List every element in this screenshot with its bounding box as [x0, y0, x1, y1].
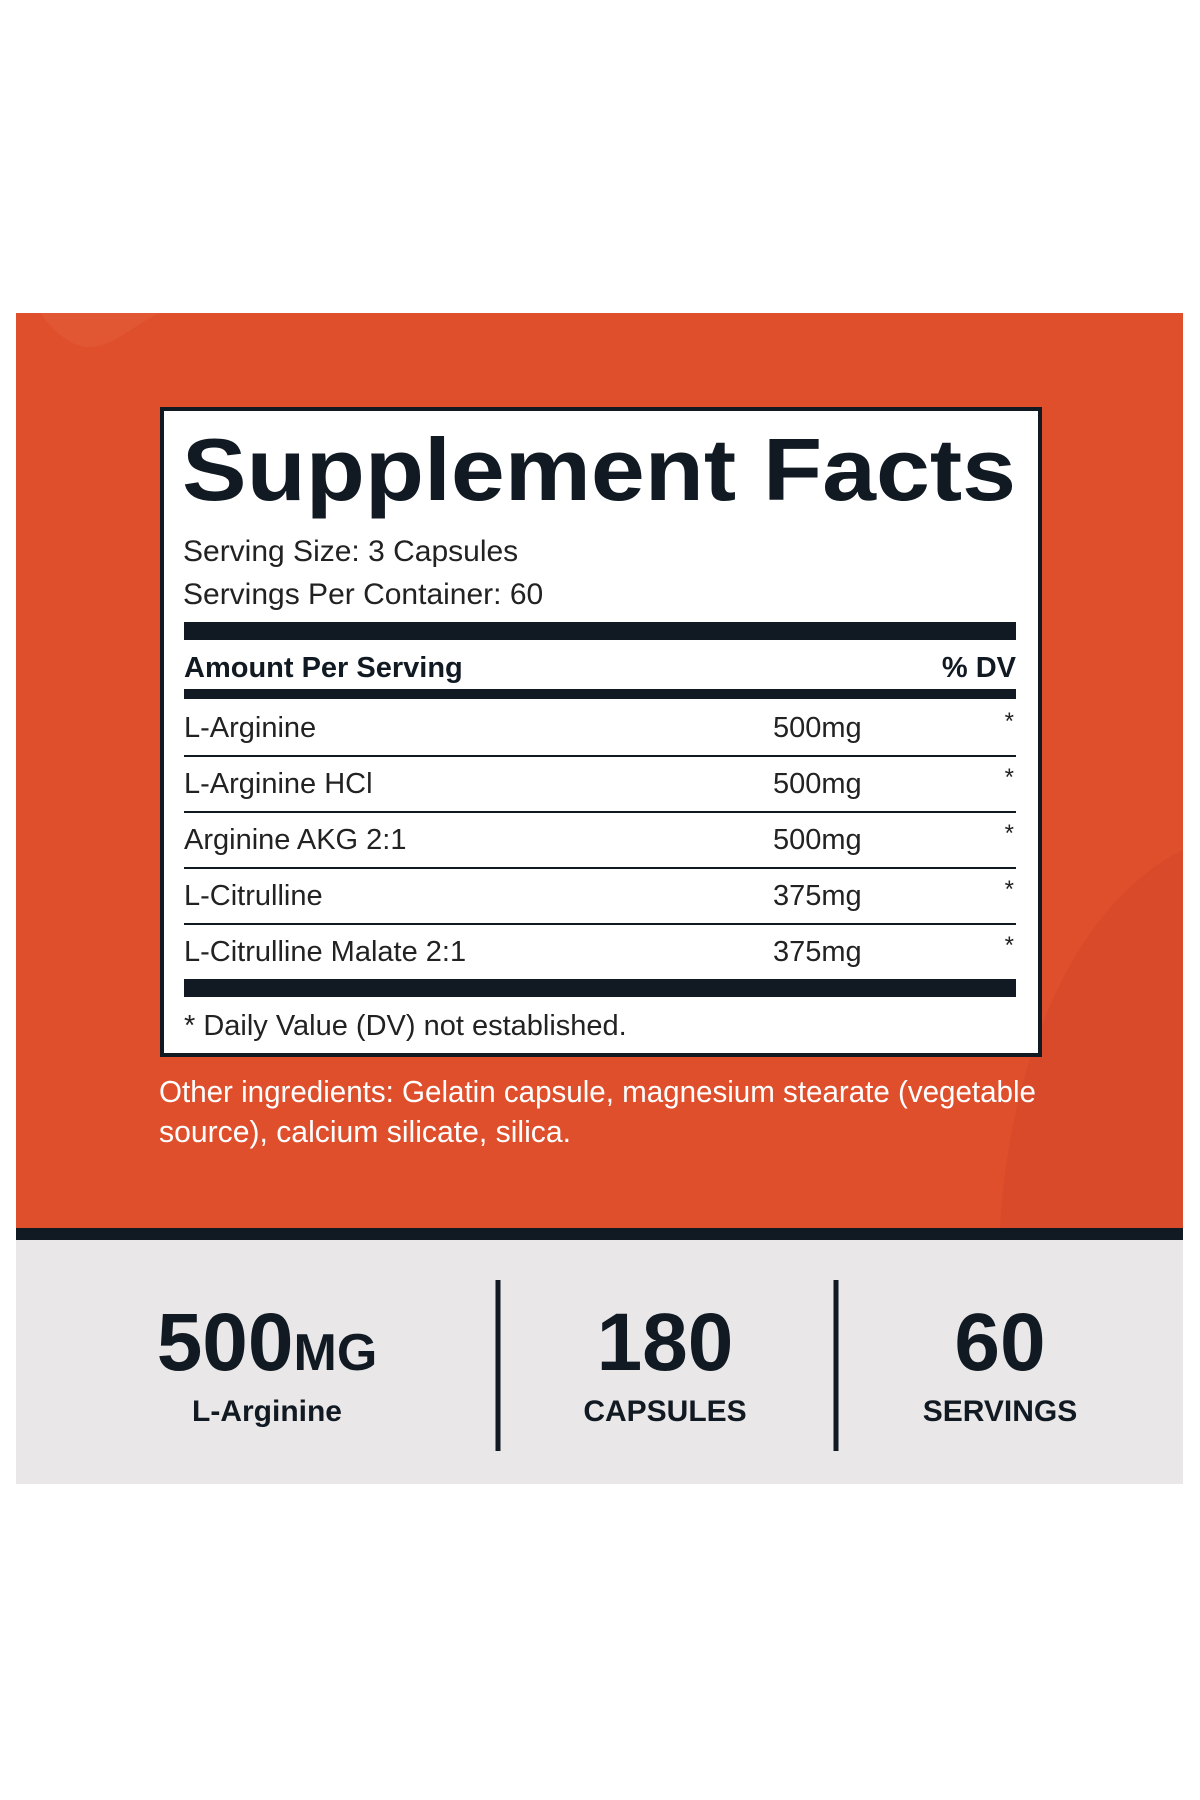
ingredient-dv: *	[1005, 932, 1014, 959]
facts-title: Supplement Facts	[182, 420, 1016, 519]
stat-label: L-Arginine	[192, 1395, 342, 1428]
thick-rule	[184, 622, 1016, 640]
stats-panel	[16, 1240, 1183, 1484]
ingredient-dv: *	[1005, 876, 1014, 903]
stat-value: 500MG	[157, 1297, 378, 1388]
servings-per-container: Servings Per Container: 60	[183, 578, 543, 611]
stat-value: 180	[597, 1297, 734, 1388]
ingredient-amount: 500mg	[773, 712, 862, 744]
ingredient-amount: 375mg	[773, 936, 862, 968]
ingredient-name: L-Citrulline Malate 2:1	[184, 936, 466, 968]
stat-unit: MG	[294, 1324, 378, 1382]
other-ingredients: source), calcium silicate, silica.	[159, 1114, 571, 1149]
ingredient-dv: *	[1005, 764, 1014, 791]
bg-shape	[1000, 850, 1183, 1228]
stat-number: 500	[157, 1297, 294, 1388]
amount-header: Amount Per Serving	[184, 652, 463, 684]
footnote: * Daily Value (DV) not established.	[184, 1010, 627, 1042]
medium-rule	[184, 689, 1016, 699]
stat-label: CAPSULES	[583, 1395, 746, 1428]
divider-bar	[16, 1228, 1183, 1240]
stat-number: 60	[954, 1297, 1045, 1388]
ingredient-amount: 500mg	[773, 768, 862, 800]
ingredient-name: L-Arginine	[184, 712, 316, 744]
bg-shape	[40, 313, 160, 347]
dv-header: % DV	[942, 652, 1017, 684]
facts-box	[160, 407, 1042, 1057]
serving-size: Serving Size: 3 Capsules	[183, 535, 518, 568]
other-ingredients: Other ingredients: Gelatin capsule, magn…	[159, 1074, 1036, 1109]
ingredient-dv: *	[1005, 708, 1014, 735]
ingredient-name: L-Citrulline	[184, 880, 323, 912]
stat-number: 180	[597, 1297, 734, 1388]
ingredient-amount: 375mg	[773, 880, 862, 912]
ingredient-dv: *	[1005, 820, 1014, 847]
stat-value: 60	[954, 1297, 1045, 1388]
thick-rule	[184, 979, 1016, 997]
ingredient-amount: 500mg	[773, 824, 862, 856]
ingredient-name: Arginine AKG 2:1	[184, 824, 406, 856]
stat-label: SERVINGS	[923, 1395, 1078, 1428]
ingredient-name: L-Arginine HCl	[184, 768, 373, 800]
